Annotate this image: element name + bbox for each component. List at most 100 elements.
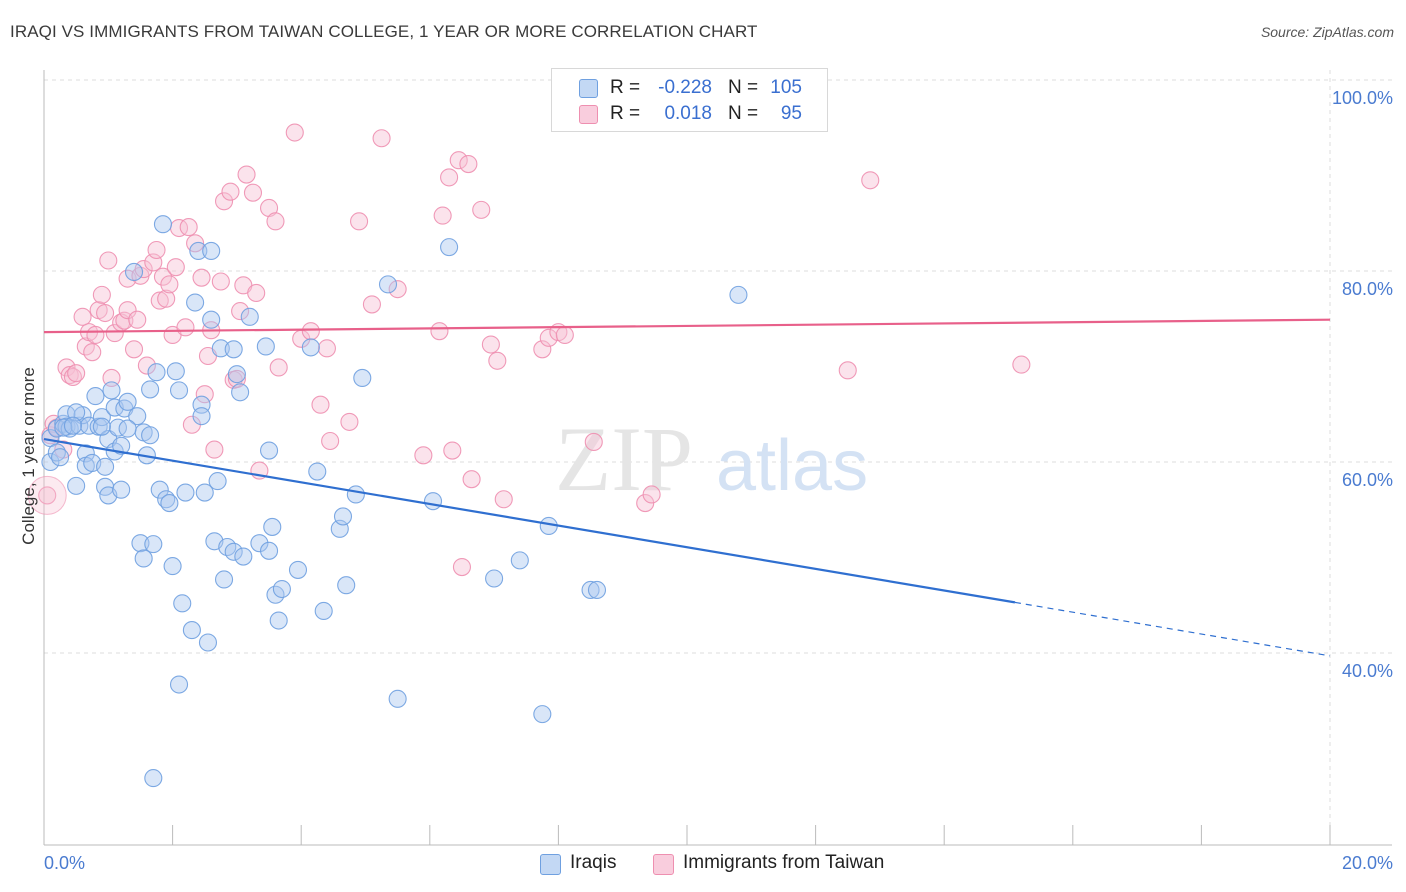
iraqis-point bbox=[144, 535, 163, 554]
iraqis-point bbox=[208, 472, 227, 491]
n-value: 105 bbox=[770, 77, 802, 98]
iraqis-point bbox=[79, 416, 99, 435]
stats-legend: R = -0.228 N = 105 R = 0.018 N = 95 bbox=[551, 68, 828, 132]
x-tick-label: 0.0% bbox=[44, 853, 85, 873]
taiwan-point bbox=[137, 356, 156, 375]
taiwan-point bbox=[221, 182, 240, 201]
taiwan-point bbox=[179, 218, 198, 237]
stats-row-iraqis: R = -0.228 N = 105 bbox=[552, 75, 827, 101]
iraqis-point bbox=[195, 483, 214, 502]
r-value: -0.228 bbox=[658, 77, 712, 98]
r-value: 0.018 bbox=[664, 103, 712, 124]
iraqis-trend-line bbox=[43, 437, 1016, 604]
iraqis-point bbox=[337, 576, 356, 595]
iraqis-point bbox=[67, 403, 86, 422]
taiwan-point bbox=[147, 240, 166, 260]
n-value: 95 bbox=[780, 103, 802, 124]
taiwan-swatch bbox=[653, 854, 674, 875]
taiwan-point bbox=[488, 351, 507, 370]
iraqis-point bbox=[96, 457, 115, 476]
taiwan-point bbox=[430, 322, 449, 341]
iraqis-point bbox=[51, 448, 70, 467]
iraqis-point bbox=[166, 362, 185, 381]
taiwan-point bbox=[211, 272, 230, 291]
taiwan-point bbox=[452, 557, 472, 577]
iraqis-point bbox=[176, 483, 195, 502]
watermark-zip: ZIP bbox=[555, 408, 693, 510]
iraqis-point bbox=[308, 462, 327, 481]
taiwan-point bbox=[227, 369, 246, 388]
iraqis-point bbox=[86, 387, 105, 406]
taiwan-point bbox=[1012, 355, 1031, 374]
taiwan-point bbox=[481, 335, 500, 354]
iraqis-point bbox=[108, 418, 127, 437]
iraqis-point bbox=[423, 492, 443, 511]
taiwan-point bbox=[340, 412, 359, 431]
iraqis-point bbox=[169, 381, 189, 400]
iraqis-swatch bbox=[540, 854, 561, 875]
iraqis-point bbox=[240, 307, 259, 326]
iraqis-point bbox=[118, 392, 137, 411]
taiwan-point bbox=[166, 258, 185, 277]
taiwan-point bbox=[73, 307, 92, 326]
iraqis-point bbox=[227, 365, 246, 384]
iraqis-point bbox=[131, 534, 150, 553]
iraqis-point bbox=[189, 241, 208, 260]
iraqis-swatch bbox=[579, 79, 598, 98]
taiwan-point bbox=[642, 485, 661, 504]
iraqis-point bbox=[263, 517, 282, 536]
iraqis-point bbox=[192, 407, 211, 426]
taiwan-point bbox=[176, 318, 195, 337]
iraqis-point bbox=[141, 426, 160, 445]
iraqis-point bbox=[378, 275, 398, 294]
stats-row-taiwan: R = 0.018 N = 95 bbox=[552, 101, 827, 127]
iraqis-point bbox=[510, 551, 529, 570]
taiwan-point bbox=[38, 486, 57, 505]
taiwan-point bbox=[494, 490, 513, 509]
iraqis-point bbox=[314, 601, 333, 621]
chart-title: IRAQI VS IMMIGRANTS FROM TAIWAN COLLEGE,… bbox=[10, 22, 758, 41]
taiwan-point bbox=[86, 325, 105, 345]
iraqis-point bbox=[581, 580, 600, 600]
taiwan-point bbox=[160, 275, 179, 294]
taiwan-point bbox=[118, 301, 137, 320]
taiwan-point bbox=[440, 168, 459, 187]
tick-labels: 40.0% 60.0% 80.0% 100.0% 0.0% 20.0% bbox=[44, 88, 1393, 873]
taiwan-point bbox=[60, 366, 79, 385]
iraqis-point bbox=[134, 549, 153, 568]
taiwan-point bbox=[205, 440, 224, 459]
taiwan-point bbox=[157, 289, 176, 308]
axes bbox=[43, 70, 1392, 846]
iraqis-point bbox=[211, 339, 230, 358]
taiwan-point bbox=[237, 165, 256, 184]
taiwan-point bbox=[372, 129, 391, 148]
y-axis-label: College, 1 year or more bbox=[19, 367, 38, 545]
taiwan-point bbox=[388, 280, 407, 299]
iraqis-point bbox=[147, 363, 166, 382]
r-label: R = bbox=[610, 77, 641, 98]
taiwan-swatch bbox=[579, 105, 598, 124]
iraqis-point bbox=[353, 368, 372, 388]
taiwan-point bbox=[861, 171, 880, 190]
iraqis-point bbox=[198, 633, 218, 652]
iraqis-point bbox=[256, 337, 275, 356]
iraqis-point bbox=[169, 675, 189, 694]
iraqis-point bbox=[153, 215, 173, 234]
iraqis-point bbox=[214, 570, 234, 589]
taiwan-point bbox=[105, 324, 124, 343]
taiwan-point bbox=[449, 151, 468, 170]
taiwan-point bbox=[266, 212, 285, 231]
taiwan-point bbox=[115, 311, 134, 330]
taiwan-point bbox=[301, 322, 320, 341]
iraqis-point bbox=[224, 542, 243, 561]
data-points bbox=[27, 123, 1031, 788]
taiwan-point bbox=[150, 291, 169, 310]
taiwan-point bbox=[192, 268, 211, 287]
taiwan-point bbox=[414, 446, 433, 465]
taiwan-point bbox=[443, 441, 462, 460]
taiwan-trend-line bbox=[43, 318, 1331, 334]
iraqis-point bbox=[76, 444, 95, 463]
iraqis-point bbox=[150, 480, 169, 499]
taiwan-point bbox=[838, 361, 857, 380]
